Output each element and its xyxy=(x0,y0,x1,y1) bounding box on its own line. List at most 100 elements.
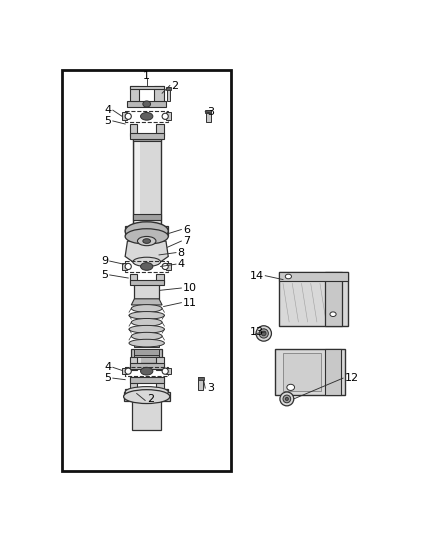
Bar xyxy=(166,87,170,90)
Bar xyxy=(131,349,162,363)
Ellipse shape xyxy=(131,333,162,340)
Bar xyxy=(124,392,170,401)
Text: 13: 13 xyxy=(250,327,264,337)
Bar xyxy=(122,263,127,270)
Ellipse shape xyxy=(256,326,272,341)
Bar xyxy=(198,377,203,391)
Text: 8: 8 xyxy=(177,248,185,257)
Bar xyxy=(132,399,161,430)
Bar xyxy=(133,136,161,230)
Ellipse shape xyxy=(162,368,168,374)
Bar xyxy=(122,112,127,120)
Bar xyxy=(134,353,159,357)
Bar xyxy=(130,377,164,383)
Bar xyxy=(156,377,164,392)
Ellipse shape xyxy=(125,386,168,398)
Ellipse shape xyxy=(129,312,164,319)
Text: 4: 4 xyxy=(177,259,185,269)
Ellipse shape xyxy=(261,331,266,336)
Bar xyxy=(166,368,171,374)
Bar xyxy=(125,389,168,395)
Ellipse shape xyxy=(141,263,153,270)
Ellipse shape xyxy=(285,274,291,279)
Bar xyxy=(166,112,171,120)
Bar xyxy=(137,353,141,364)
Text: 5: 5 xyxy=(101,270,108,280)
Text: 9: 9 xyxy=(101,256,108,266)
Ellipse shape xyxy=(138,237,156,246)
Bar xyxy=(130,124,138,135)
Bar xyxy=(122,368,127,374)
Bar xyxy=(134,341,159,348)
Ellipse shape xyxy=(162,113,168,119)
Ellipse shape xyxy=(131,305,162,312)
Bar xyxy=(62,70,231,471)
Bar xyxy=(156,274,164,284)
Bar xyxy=(325,349,341,395)
Text: 14: 14 xyxy=(250,271,264,281)
Text: 2: 2 xyxy=(147,394,154,404)
Ellipse shape xyxy=(125,263,131,270)
Ellipse shape xyxy=(131,319,162,326)
Bar xyxy=(130,85,164,90)
Bar xyxy=(205,110,212,113)
Ellipse shape xyxy=(330,312,336,317)
Bar xyxy=(167,87,170,101)
Bar xyxy=(130,363,164,369)
Ellipse shape xyxy=(280,392,294,406)
Bar xyxy=(125,261,168,272)
Text: 4: 4 xyxy=(104,105,111,115)
Bar xyxy=(134,353,159,364)
Ellipse shape xyxy=(129,326,164,333)
Bar xyxy=(155,85,164,102)
Text: 11: 11 xyxy=(183,297,197,308)
Bar xyxy=(166,263,171,270)
Ellipse shape xyxy=(125,113,131,119)
Bar xyxy=(125,225,168,237)
Bar xyxy=(133,136,161,141)
Bar xyxy=(206,110,211,123)
Ellipse shape xyxy=(259,329,268,338)
Ellipse shape xyxy=(125,368,131,374)
Text: 2: 2 xyxy=(171,80,178,91)
Bar xyxy=(130,274,138,284)
Bar xyxy=(279,272,349,281)
Bar xyxy=(325,272,342,326)
Text: 1: 1 xyxy=(143,70,150,80)
Bar xyxy=(156,357,164,370)
Text: 5: 5 xyxy=(104,373,111,383)
Ellipse shape xyxy=(143,101,151,107)
Text: 4: 4 xyxy=(104,362,111,373)
Text: 5: 5 xyxy=(104,116,111,126)
Text: 3: 3 xyxy=(207,383,214,393)
Ellipse shape xyxy=(125,229,168,244)
Bar xyxy=(125,367,168,376)
Bar xyxy=(130,85,139,102)
Ellipse shape xyxy=(143,239,151,244)
Bar xyxy=(127,101,166,107)
Polygon shape xyxy=(283,353,321,391)
Bar xyxy=(198,377,204,379)
Text: 12: 12 xyxy=(345,373,359,383)
Text: 3: 3 xyxy=(207,107,214,117)
Bar xyxy=(276,349,345,395)
Ellipse shape xyxy=(129,340,164,347)
Ellipse shape xyxy=(162,263,168,270)
Ellipse shape xyxy=(285,398,288,400)
Text: 6: 6 xyxy=(183,224,190,235)
Ellipse shape xyxy=(133,257,161,266)
Ellipse shape xyxy=(287,384,294,391)
Ellipse shape xyxy=(141,112,153,120)
Bar xyxy=(135,136,140,230)
Bar xyxy=(130,377,138,392)
Bar xyxy=(130,133,164,140)
Ellipse shape xyxy=(125,222,168,240)
Bar xyxy=(134,349,159,355)
Text: 7: 7 xyxy=(183,236,190,246)
Bar xyxy=(279,272,349,326)
Bar xyxy=(134,282,159,299)
Text: 10: 10 xyxy=(183,283,197,293)
Bar xyxy=(125,111,168,122)
Bar xyxy=(156,124,164,135)
Ellipse shape xyxy=(141,367,153,375)
